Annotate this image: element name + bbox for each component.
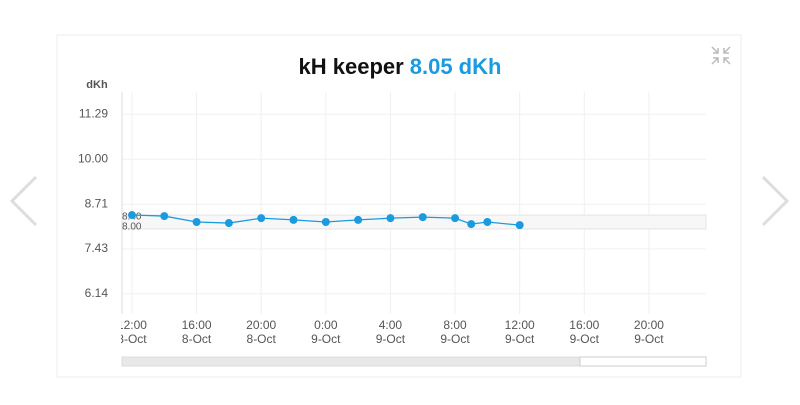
plot-area: 12:008-Oct16:008-Oct20:008-Oct0:009-Oct4…	[117, 318, 664, 346]
data-point	[451, 214, 460, 223]
x-tick-label: 9-Oct	[570, 332, 600, 346]
x-tick-label: 20:00	[634, 318, 664, 332]
x-tick-label: 0:00	[314, 318, 338, 332]
y-tick-label: 7.43	[85, 241, 109, 255]
x-tick-label: 9-Oct	[440, 332, 470, 346]
x-tick-label: 16:00	[182, 318, 212, 332]
data-point	[289, 215, 298, 224]
x-tick-label: 8-Oct	[182, 332, 212, 346]
scrollbar-thumb[interactable]	[579, 356, 707, 367]
collapse-icon[interactable]	[711, 46, 731, 65]
data-point	[483, 217, 492, 226]
data-point	[354, 215, 363, 224]
data-point	[515, 221, 524, 230]
x-tick-label: 12:00	[505, 318, 535, 332]
next-arrow[interactable]	[761, 175, 790, 227]
x-tick-label: 16:00	[569, 318, 599, 332]
x-tick-label: 9-Oct	[311, 332, 341, 346]
x-tick-label: 20:00	[246, 318, 276, 332]
y-tick-label: 11.29	[79, 106, 108, 120]
x-tick-label: 4:00	[379, 318, 403, 332]
chart-title: kH keeper 8.05 dKh	[299, 54, 502, 79]
x-tick-label: 8:00	[443, 318, 467, 332]
x-tick-label: 12:00	[117, 318, 147, 332]
data-point	[321, 217, 330, 226]
data-point	[160, 212, 169, 221]
x-tick-label: 8-Oct	[117, 332, 147, 346]
x-tick-label: 9-Oct	[505, 332, 535, 346]
current-reading: 8.05 dKh	[410, 54, 502, 79]
data-point	[192, 217, 201, 226]
data-point	[386, 214, 395, 223]
y-tick-label: 10.00	[78, 151, 108, 165]
x-tick-label: 9-Oct	[634, 332, 664, 346]
data-point	[257, 214, 266, 223]
prev-arrow[interactable]	[9, 175, 38, 227]
data-point	[467, 220, 476, 229]
x-tick-label: 8-Oct	[247, 332, 277, 346]
y-axis-label: dKh	[86, 79, 108, 91]
x-tick-label: 9-Oct	[376, 332, 406, 346]
y-tick-label: 6.14	[85, 286, 109, 300]
data-point	[418, 213, 427, 222]
data-point	[127, 211, 136, 220]
data-point	[224, 219, 233, 228]
y-tick-label: 8.71	[85, 196, 109, 210]
title-text: kH keeper	[299, 54, 405, 79]
card	[56, 34, 742, 378]
band-label: 8.00	[122, 222, 142, 233]
